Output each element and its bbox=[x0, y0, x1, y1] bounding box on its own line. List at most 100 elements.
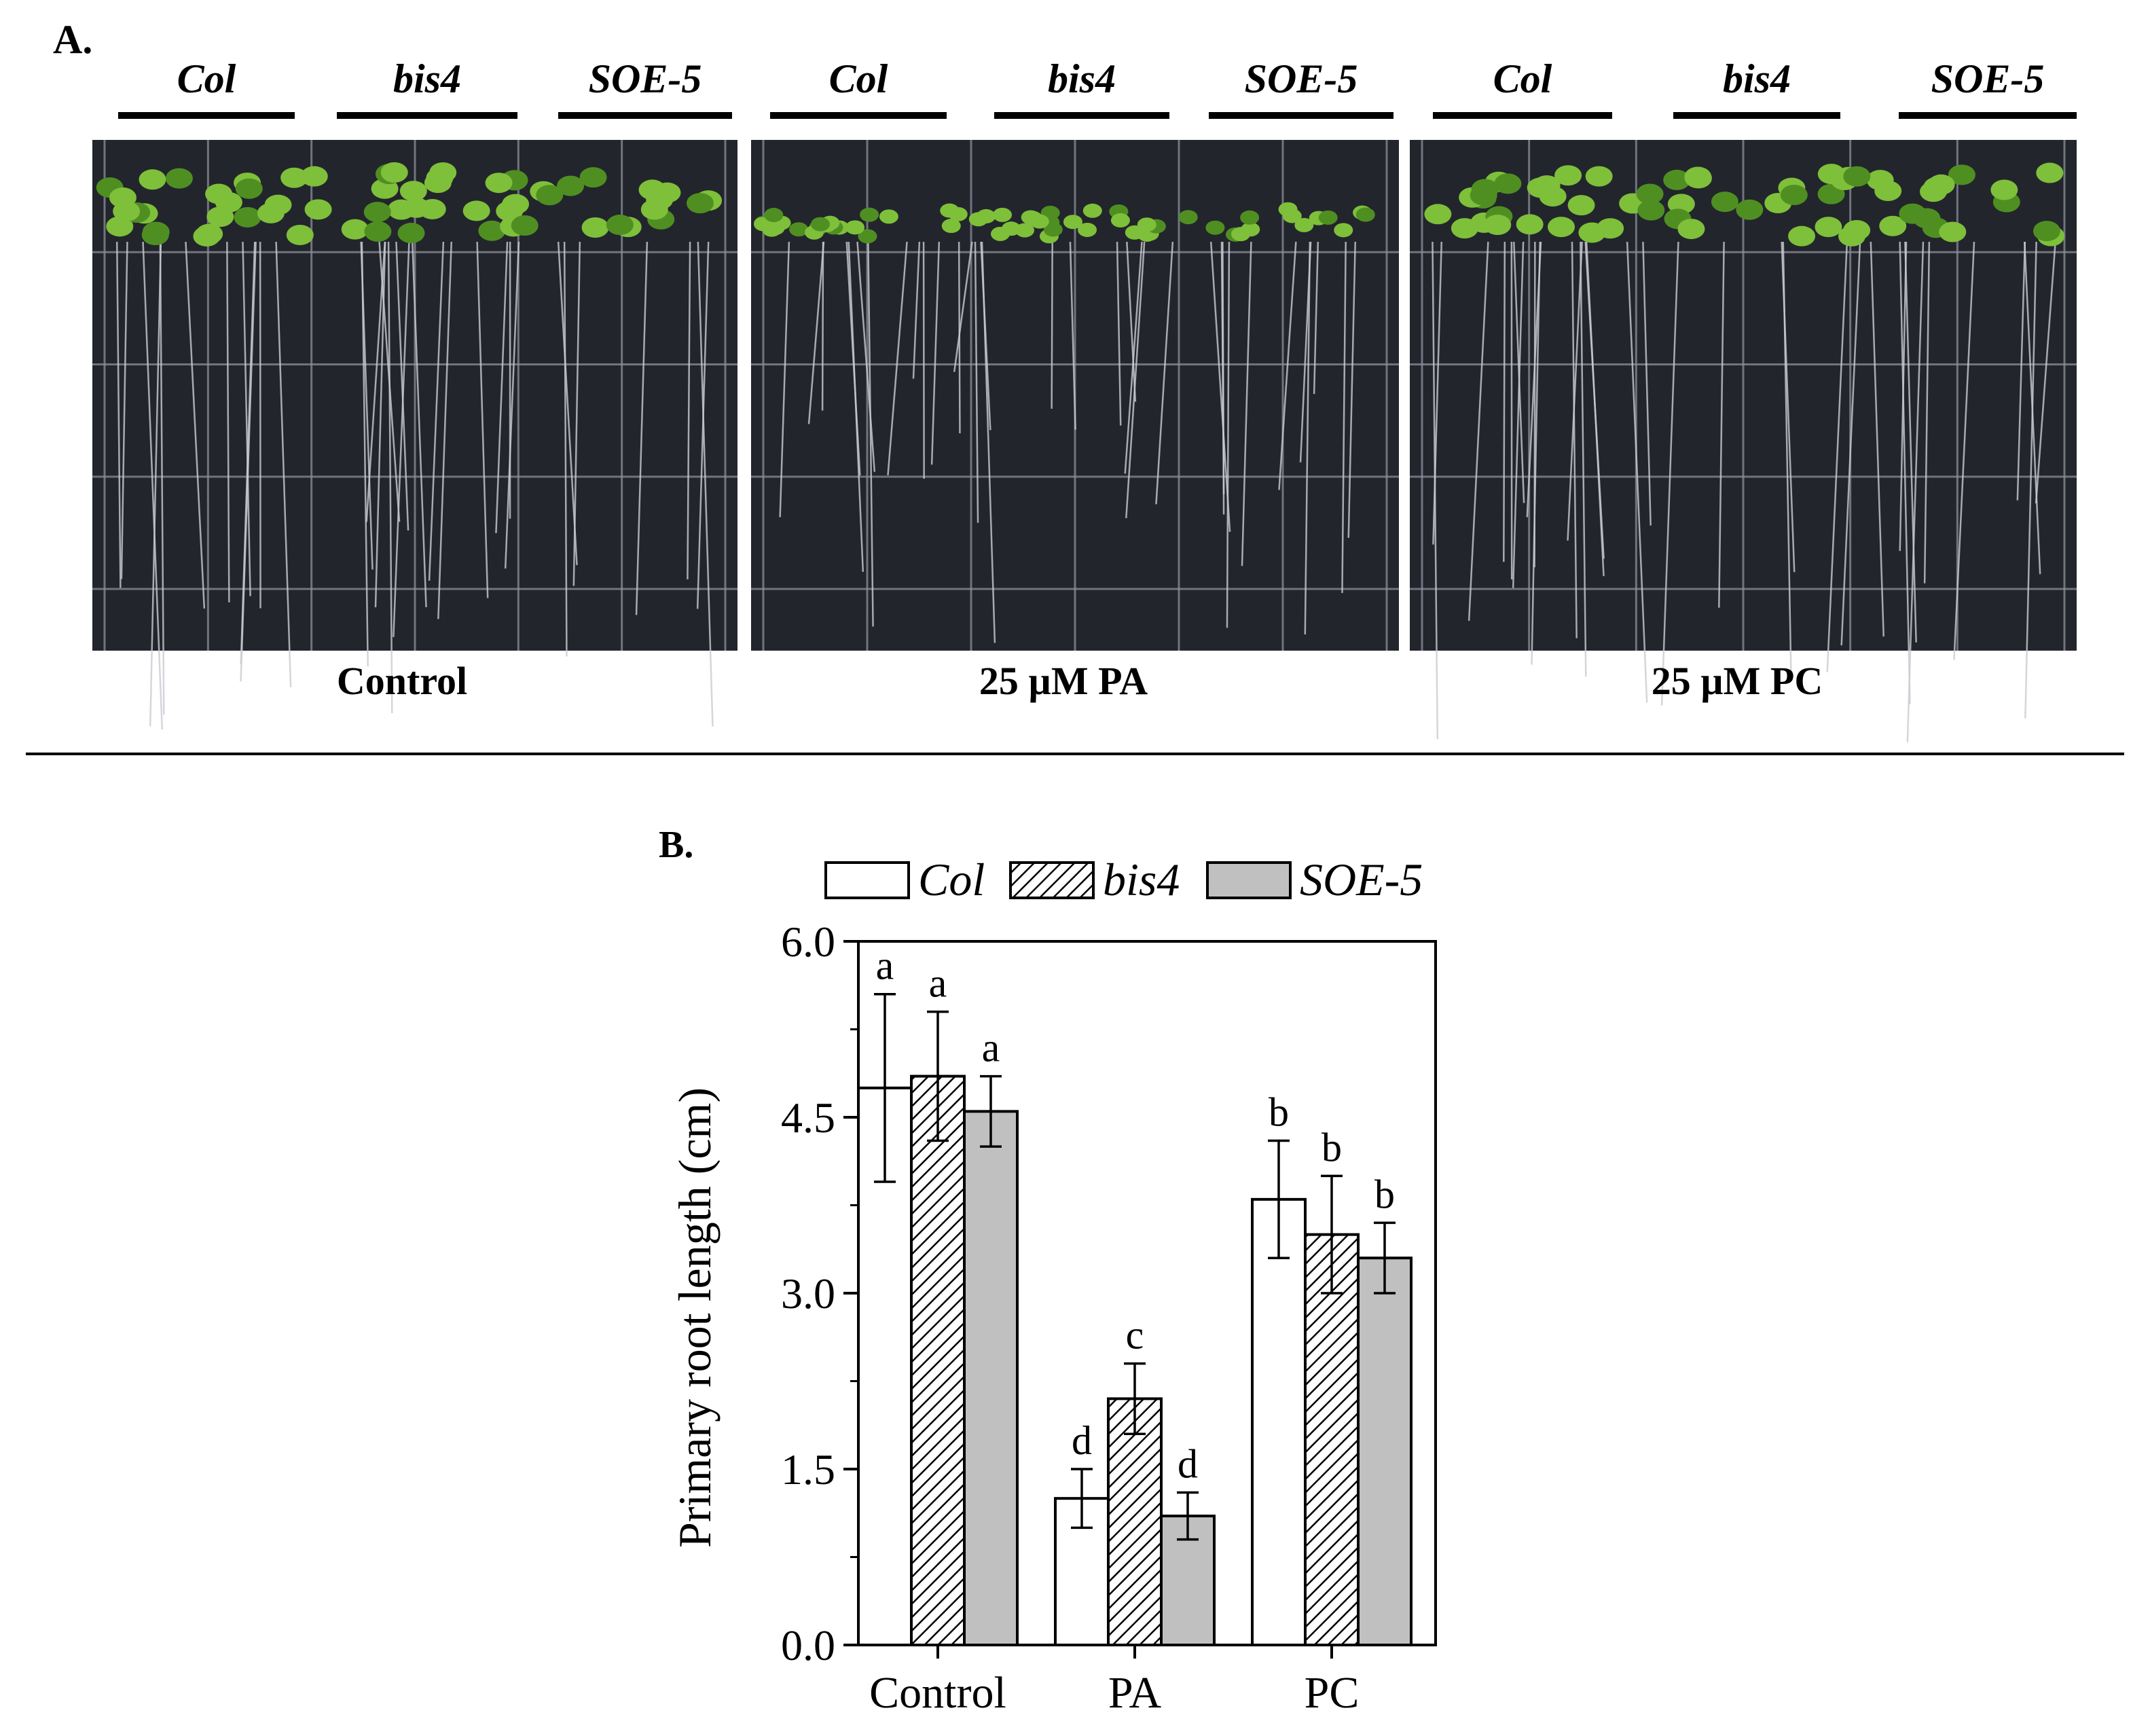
seedling-root bbox=[1155, 241, 1174, 505]
seedling-root bbox=[1116, 241, 1122, 426]
seedling-leaf bbox=[2033, 221, 2060, 242]
seedling-root bbox=[361, 241, 369, 667]
seedling-leaf bbox=[1471, 179, 1499, 200]
seedling-leaf bbox=[1838, 225, 1866, 247]
seedling-leaf bbox=[948, 206, 968, 221]
seedling-root bbox=[1923, 241, 1931, 583]
seedling-root bbox=[275, 241, 292, 688]
seedling-root bbox=[115, 241, 122, 588]
seedling-leaf bbox=[304, 199, 332, 220]
genotype-label-soe5: SOE-5 bbox=[1245, 56, 1358, 101]
seedling-leaf bbox=[286, 224, 314, 245]
bar-bis4-pa bbox=[1107, 1397, 1163, 1646]
seedling-root bbox=[953, 241, 973, 372]
seedling-leaf bbox=[1597, 218, 1624, 239]
chart-legend: Col bis4 SOE-5 bbox=[824, 854, 1423, 905]
y-tick-label: 1.5 bbox=[781, 1445, 835, 1494]
genotype-label-col: Col bbox=[177, 56, 236, 101]
seedling-leaf bbox=[1874, 180, 1902, 201]
significance-letter: a bbox=[982, 1026, 1000, 1070]
seedling-root bbox=[495, 241, 509, 534]
x-tick-label: PA bbox=[1108, 1668, 1162, 1718]
seedling-root bbox=[930, 241, 941, 465]
genotype-label-col: Col bbox=[1493, 56, 1552, 101]
panel-a-label: A. bbox=[53, 17, 92, 62]
y-tick-label: 4.5 bbox=[781, 1093, 835, 1142]
seedling-leaf bbox=[1294, 217, 1314, 232]
seedling-leaf bbox=[363, 202, 391, 223]
seedling-leaf bbox=[1231, 227, 1251, 242]
seedling-root bbox=[120, 241, 128, 579]
plate-caption-pa: 25 µM PA bbox=[979, 659, 1148, 703]
seedling-root bbox=[1341, 241, 1347, 594]
seedling-root bbox=[1904, 241, 1917, 643]
seedling-leaf bbox=[1205, 220, 1225, 235]
seedling-root bbox=[428, 241, 445, 581]
seedling-leaf bbox=[606, 215, 634, 236]
seedling-root bbox=[1468, 241, 1489, 621]
seedling-root bbox=[1125, 241, 1146, 519]
seedling-leaf bbox=[1527, 177, 1554, 198]
bar-soe5-control bbox=[963, 1110, 1019, 1647]
seedling-root bbox=[697, 241, 714, 727]
seedling-leaf bbox=[1815, 217, 1842, 238]
seedling-leaf bbox=[1788, 225, 1816, 247]
seedling-leaf bbox=[1939, 221, 1967, 242]
significance-letter: d bbox=[1178, 1442, 1198, 1487]
seedling-leaf bbox=[280, 167, 308, 188]
seedling-leaf bbox=[113, 201, 141, 222]
seedling-leaf bbox=[1494, 173, 1522, 194]
seedling-leaf bbox=[993, 207, 1013, 222]
seedling-leaf bbox=[1879, 215, 1907, 236]
seedling-root bbox=[1313, 241, 1319, 395]
seedling-leaf bbox=[1920, 181, 1948, 202]
seedling-root bbox=[845, 241, 861, 475]
seedling-leaf bbox=[1843, 166, 1871, 187]
seedling-root bbox=[1660, 241, 1679, 706]
plate-2 bbox=[751, 140, 1399, 651]
x-tick-label: Control bbox=[869, 1668, 1006, 1718]
seedling-root bbox=[779, 241, 790, 518]
seedling-root bbox=[504, 241, 520, 569]
seedling-root bbox=[1503, 241, 1506, 562]
seedling-leaf bbox=[990, 226, 1010, 241]
seedling-root bbox=[958, 241, 961, 433]
seedling-leaf bbox=[1780, 185, 1808, 206]
seedling-root bbox=[1585, 241, 1605, 577]
seedling-leaf bbox=[1178, 210, 1198, 225]
seedling-root bbox=[1512, 241, 1525, 588]
genotype-label-col: Col bbox=[829, 56, 888, 101]
seedling-root bbox=[1304, 241, 1311, 635]
genotype-label-bis4: bis4 bbox=[1048, 56, 1116, 101]
seedling-leaf bbox=[1334, 223, 1353, 238]
seedling-leaf bbox=[1137, 217, 1156, 232]
seedling-root bbox=[411, 241, 427, 608]
seedling-root bbox=[1051, 241, 1053, 409]
seedling-leaf bbox=[1817, 183, 1845, 204]
legend-swatch-soe5 bbox=[1206, 861, 1292, 899]
significance-letter: b bbox=[1269, 1090, 1289, 1135]
seedling-root bbox=[1226, 241, 1231, 628]
plate-3 bbox=[1410, 140, 2077, 742]
seedling-leaf bbox=[142, 221, 170, 242]
seedling-leaf bbox=[581, 217, 609, 238]
seedling-root bbox=[867, 241, 874, 627]
y-tick-label: 3.0 bbox=[781, 1269, 835, 1318]
seedling-leaf bbox=[941, 219, 961, 234]
seedling-root bbox=[2024, 241, 2037, 719]
plate-caption-control: Control bbox=[337, 659, 467, 703]
seedling-leaf bbox=[860, 207, 879, 222]
legend-swatch-col bbox=[824, 861, 910, 899]
seedling-leaf bbox=[234, 206, 261, 228]
seedling-leaf bbox=[789, 222, 809, 237]
seedling-leaf bbox=[364, 221, 392, 242]
seedling-leaf bbox=[1711, 192, 1738, 213]
legend-swatch-bis4 bbox=[1009, 861, 1095, 899]
seedling-leaf bbox=[879, 209, 898, 224]
seedling-leaf bbox=[429, 162, 457, 183]
seedling-root bbox=[687, 241, 691, 579]
seedling-leaf bbox=[1240, 210, 1260, 225]
seedling-root bbox=[185, 241, 206, 609]
seedling-root bbox=[563, 241, 568, 657]
